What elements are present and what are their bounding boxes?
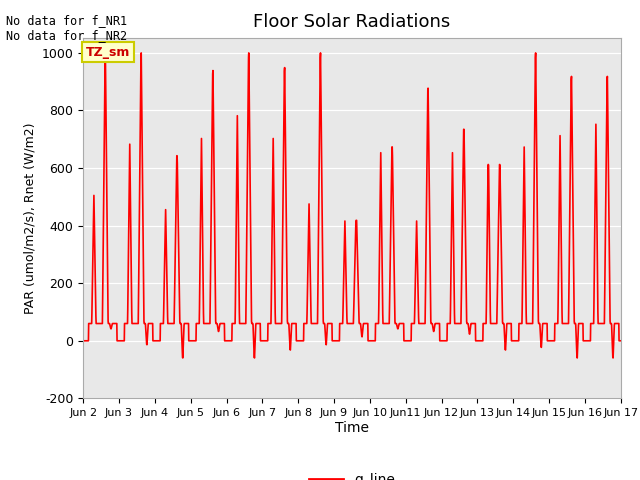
Title: Floor Solar Radiations: Floor Solar Radiations	[253, 13, 451, 31]
Text: TZ_sm: TZ_sm	[86, 46, 131, 59]
Legend: q_line: q_line	[303, 467, 401, 480]
Y-axis label: PAR (umol/m2/s), Rnet (W/m2): PAR (umol/m2/s), Rnet (W/m2)	[23, 123, 36, 314]
X-axis label: Time: Time	[335, 421, 369, 435]
Text: No data for f_NR1
No data for f_NR2: No data for f_NR1 No data for f_NR2	[6, 14, 127, 42]
